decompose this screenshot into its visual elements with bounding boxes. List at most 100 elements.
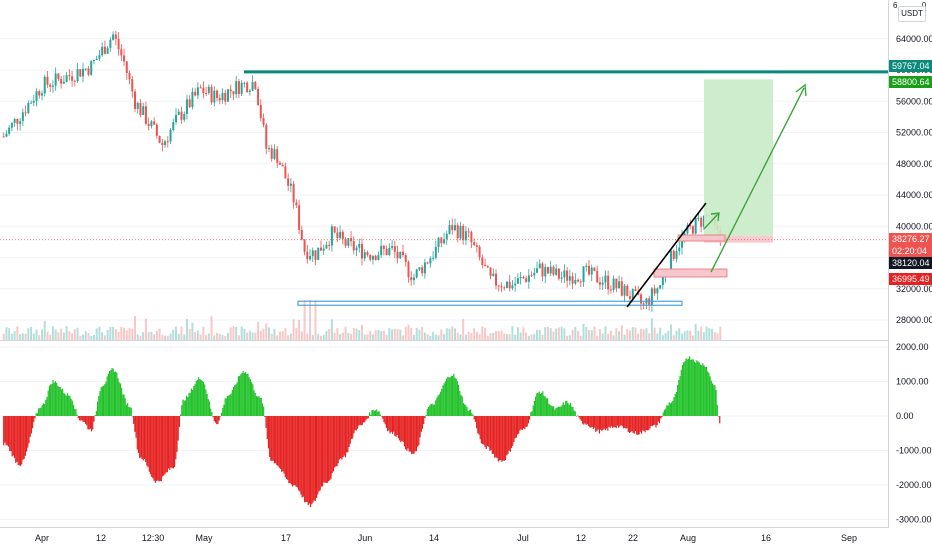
- time-tick-label[interactable]: Jun: [358, 533, 373, 543]
- volume-bar: [380, 330, 383, 340]
- histogram-bar: [563, 404, 566, 416]
- volume-bar: [317, 334, 320, 340]
- price-tick-label: 56000.00: [896, 96, 932, 106]
- candle-body: [199, 87, 202, 89]
- histogram-bar: [631, 416, 633, 432]
- histogram-bar: [75, 409, 77, 416]
- histogram-bar: [153, 416, 155, 481]
- histogram-bar: [386, 416, 389, 432]
- histogram-bar: [76, 414, 78, 416]
- volume-bar: [330, 319, 333, 340]
- histogram-bar: [251, 382, 253, 416]
- time-tick-label[interactable]: 14: [429, 533, 439, 543]
- price-badge-label: 38276.27: [892, 234, 930, 244]
- histogram-bar: [359, 416, 361, 425]
- histogram-bar: [514, 416, 516, 439]
- candle-body: [243, 82, 246, 84]
- histogram-bar: [18, 416, 20, 466]
- time-tick-label[interactable]: 17: [281, 533, 291, 543]
- histogram-bar: [207, 399, 209, 416]
- candle-body: [300, 229, 303, 240]
- histogram-bar: [40, 407, 42, 416]
- histogram-bar: [480, 416, 483, 444]
- time-tick-label[interactable]: 12: [576, 533, 586, 543]
- histogram-bar: [226, 396, 229, 416]
- histogram-bar: [12, 416, 14, 456]
- volume-bar: [289, 333, 292, 340]
- histogram-bar: [457, 384, 460, 416]
- volume-bar: [194, 332, 197, 340]
- histogram-bar: [100, 387, 102, 416]
- volume-bar: [8, 328, 11, 340]
- volume-bar: [588, 330, 590, 340]
- volume-bar: [694, 323, 697, 340]
- histogram-bar: [78, 416, 81, 421]
- histogram-bar: [277, 416, 279, 467]
- histogram-bar: [658, 416, 661, 424]
- volume-bar: [484, 327, 487, 340]
- volume-bar: [300, 331, 303, 340]
- histogram-bar: [409, 416, 412, 452]
- time-tick-label[interactable]: Aug: [680, 533, 696, 543]
- histogram-bar: [569, 402, 572, 416]
- histogram-bar: [130, 407, 132, 416]
- histogram-bar: [224, 398, 226, 416]
- volume-bar: [355, 328, 358, 340]
- time-tick-label[interactable]: 12: [96, 533, 106, 543]
- time-tick-label[interactable]: May: [195, 533, 213, 543]
- volume-bar: [196, 330, 199, 340]
- volume-bar: [101, 332, 104, 340]
- volume-bar: [705, 326, 708, 340]
- volume-bar: [623, 334, 626, 340]
- candle-body: [560, 277, 563, 279]
- volume-bar: [568, 335, 571, 340]
- histogram-bar: [175, 416, 177, 460]
- histogram-bar: [88, 416, 90, 430]
- volume-bar: [391, 329, 394, 340]
- time-axis-labels[interactable]: Apr 12 12:30 May 17 Jun 14 Jul 12 22 Aug 16 Sep: [35, 533, 857, 543]
- histogram-bar: [705, 366, 708, 416]
- volume-bar: [139, 335, 142, 340]
- histogram-bar: [36, 413, 39, 416]
- indicator-axis-labels: 2000.00 1000.00 0.00 -1000.00 -2000.00 -3000.…: [896, 342, 932, 525]
- candle-body: [13, 118, 16, 123]
- histogram-bar: [124, 398, 126, 416]
- time-tick-label[interactable]: Apr: [35, 533, 49, 543]
- volume-bar: [667, 330, 670, 340]
- histogram-bar: [403, 416, 406, 447]
- histogram-bar: [293, 416, 295, 486]
- candle-body: [224, 92, 227, 102]
- histogram-bar: [276, 416, 278, 466]
- volume-bar: [609, 330, 612, 340]
- volume-bar: [686, 330, 689, 340]
- histogram-bar: [366, 416, 368, 419]
- time-tick-label[interactable]: Jul: [517, 533, 529, 543]
- candle-body: [683, 233, 686, 236]
- histogram-bar: [447, 376, 449, 416]
- histogram-bar: [21, 416, 23, 465]
- volume-bar: [514, 334, 517, 340]
- histogram-bar: [248, 377, 250, 416]
- volume-bar: [530, 334, 533, 340]
- time-tick-label[interactable]: Sep: [841, 533, 857, 543]
- candle-body: [210, 86, 213, 103]
- candle-body: [360, 243, 363, 259]
- time-tick-label[interactable]: 16: [761, 533, 771, 543]
- candle-body: [516, 278, 519, 284]
- candle-body: [43, 76, 46, 94]
- candle-body: [634, 289, 637, 292]
- histogram-bar: [560, 406, 562, 416]
- histogram-bar: [488, 416, 490, 447]
- time-tick-label[interactable]: 22: [628, 533, 638, 543]
- currency-button[interactable]: USDT: [898, 6, 926, 22]
- histogram-bar: [498, 416, 501, 461]
- candle-body: [103, 46, 106, 54]
- histogram-bar: [82, 416, 84, 422]
- histogram-bar: [566, 400, 568, 416]
- candle-body: [410, 277, 413, 281]
- histogram-bar: [693, 361, 696, 416]
- candle-body: [150, 121, 153, 127]
- histogram-bar: [295, 416, 297, 487]
- time-tick-label[interactable]: 12:30: [142, 533, 165, 543]
